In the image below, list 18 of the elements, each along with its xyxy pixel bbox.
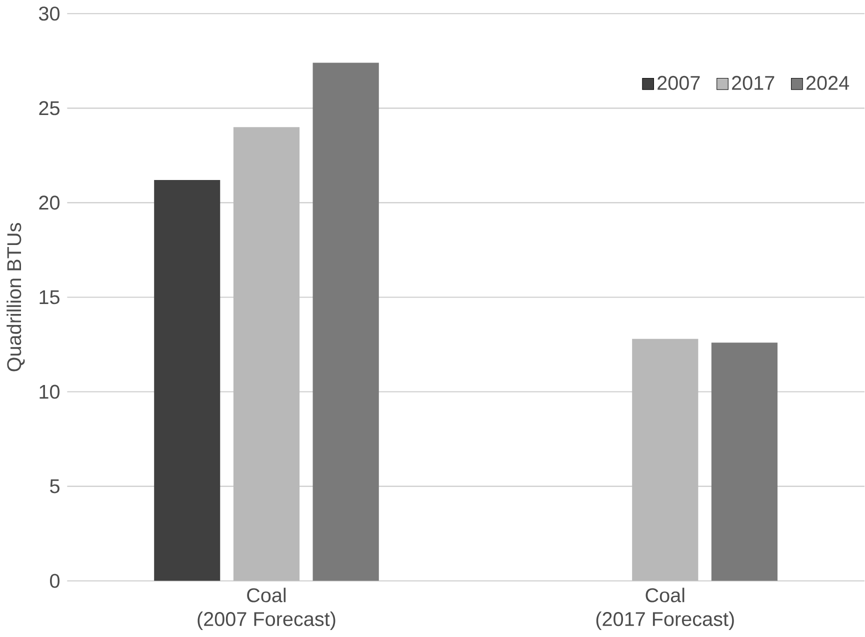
bar xyxy=(154,180,220,582)
bar xyxy=(711,342,778,582)
y-tick-label: 20 xyxy=(39,196,60,210)
legend-label: 2017 xyxy=(732,76,774,90)
y-tick-label: 5 xyxy=(50,480,60,494)
legend-label: 2024 xyxy=(806,76,850,90)
y-tick-label: 25 xyxy=(39,101,60,116)
y-tick-label: 15 xyxy=(40,290,60,304)
x-tick-label: Coal (2007 Forecast) xyxy=(198,588,336,630)
legend-label: 2007 xyxy=(658,76,700,90)
bar xyxy=(632,339,698,582)
y-axis-title: Quadrillion BTUs xyxy=(6,223,25,372)
bar xyxy=(233,127,300,582)
y-tick-label: 10 xyxy=(40,384,60,399)
y-tick-label: 30 xyxy=(38,6,60,21)
y-tick-label: 0 xyxy=(50,574,60,588)
bar xyxy=(312,62,379,582)
x-tick-label: Coal (2017 Forecast) xyxy=(596,588,734,630)
